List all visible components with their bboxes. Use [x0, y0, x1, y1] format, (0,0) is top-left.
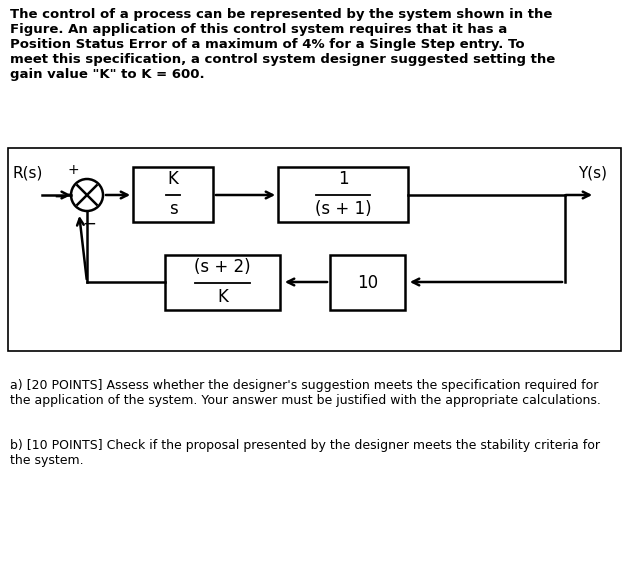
Bar [133, 167, 213, 222]
Text: −: − [53, 188, 67, 206]
Text: a) [20 POINTS] Assess whether the designer's suggestion meets the specification : a) [20 POINTS] Assess whether the design… [10, 379, 601, 407]
Text: 1: 1 [338, 171, 348, 188]
Text: −: − [82, 215, 96, 233]
Bar [8, 148, 621, 351]
Bar [165, 255, 280, 310]
Text: +: + [67, 163, 79, 177]
Text: 10: 10 [357, 273, 378, 291]
Text: (s + 1): (s + 1) [314, 201, 372, 218]
Text: K: K [167, 171, 178, 188]
Text: b) [10 POINTS] Check if the proposal presented by the designer meets the stabili: b) [10 POINTS] Check if the proposal pre… [10, 439, 600, 467]
Text: s: s [169, 201, 178, 218]
Bar [330, 255, 405, 310]
Text: (s + 2): (s + 2) [194, 259, 251, 277]
Text: Y(s): Y(s) [578, 166, 607, 180]
Text: R(s): R(s) [12, 166, 42, 180]
Text: The control of a process can be represented by the system shown in the
Figure. A: The control of a process can be represen… [10, 8, 555, 81]
Bar [278, 167, 408, 222]
Text: K: K [217, 289, 228, 307]
Circle shape [71, 179, 103, 211]
